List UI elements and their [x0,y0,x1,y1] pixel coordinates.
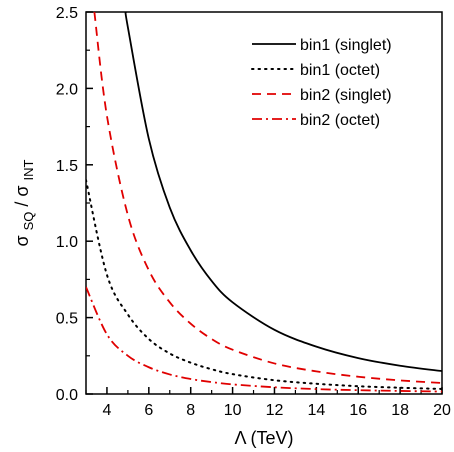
plot-frame [85,11,443,395]
x-tick-label: 16 [349,402,367,419]
series-layer [86,12,442,393]
x-axis: 4 6 8 10 12 14 16 18 20 [85,387,451,419]
x-tick-label: 12 [266,402,284,419]
series-line [93,12,442,384]
y-tick-label: 1.5 [56,158,78,175]
series-line [124,12,442,372]
x-tick-label: 14 [307,402,325,419]
series-line [86,179,442,390]
legend: bin1 (singlet) bin1 (octet) bin2 (singlet)… [251,37,392,129]
y-axis-title-sigma-2: σ [12,185,32,196]
y-tick-label: 2.0 [56,81,78,98]
y-tick-label: 1.0 [56,234,78,251]
x-tick-label: 6 [144,402,153,419]
y-axis-title-slash: / [12,202,32,207]
x-tick-label: 8 [186,402,195,419]
y-axis-title-sub-1: SQ [21,212,36,231]
legend-label: bin1 (octet) [300,62,380,79]
x-tick-label: 20 [433,402,451,419]
legend-label: bin2 (singlet) [300,87,392,104]
plot-area [85,11,443,395]
x-tick-label: 18 [391,402,409,419]
x-tick-label: 4 [102,402,111,419]
y-tick-label: 2.5 [56,5,78,22]
y-axis-title-sub-2: INT [21,159,36,180]
y-axis-title: σ SQ / σ INT [12,159,37,246]
y-axis: 0.0 0.5 1.0 1.5 2.0 2.5 [56,5,93,404]
y-tick-label: 0.0 [56,387,78,404]
series-line [86,286,442,393]
legend-label: bin1 (singlet) [300,37,392,54]
y-axis-title-sigma-1: σ [12,235,32,246]
legend-label: bin2 (octet) [300,112,380,129]
x-tick-label: 10 [224,402,242,419]
y-tick-label: 0.5 [56,311,78,328]
x-axis-title: Λ (TeV) [234,428,293,448]
